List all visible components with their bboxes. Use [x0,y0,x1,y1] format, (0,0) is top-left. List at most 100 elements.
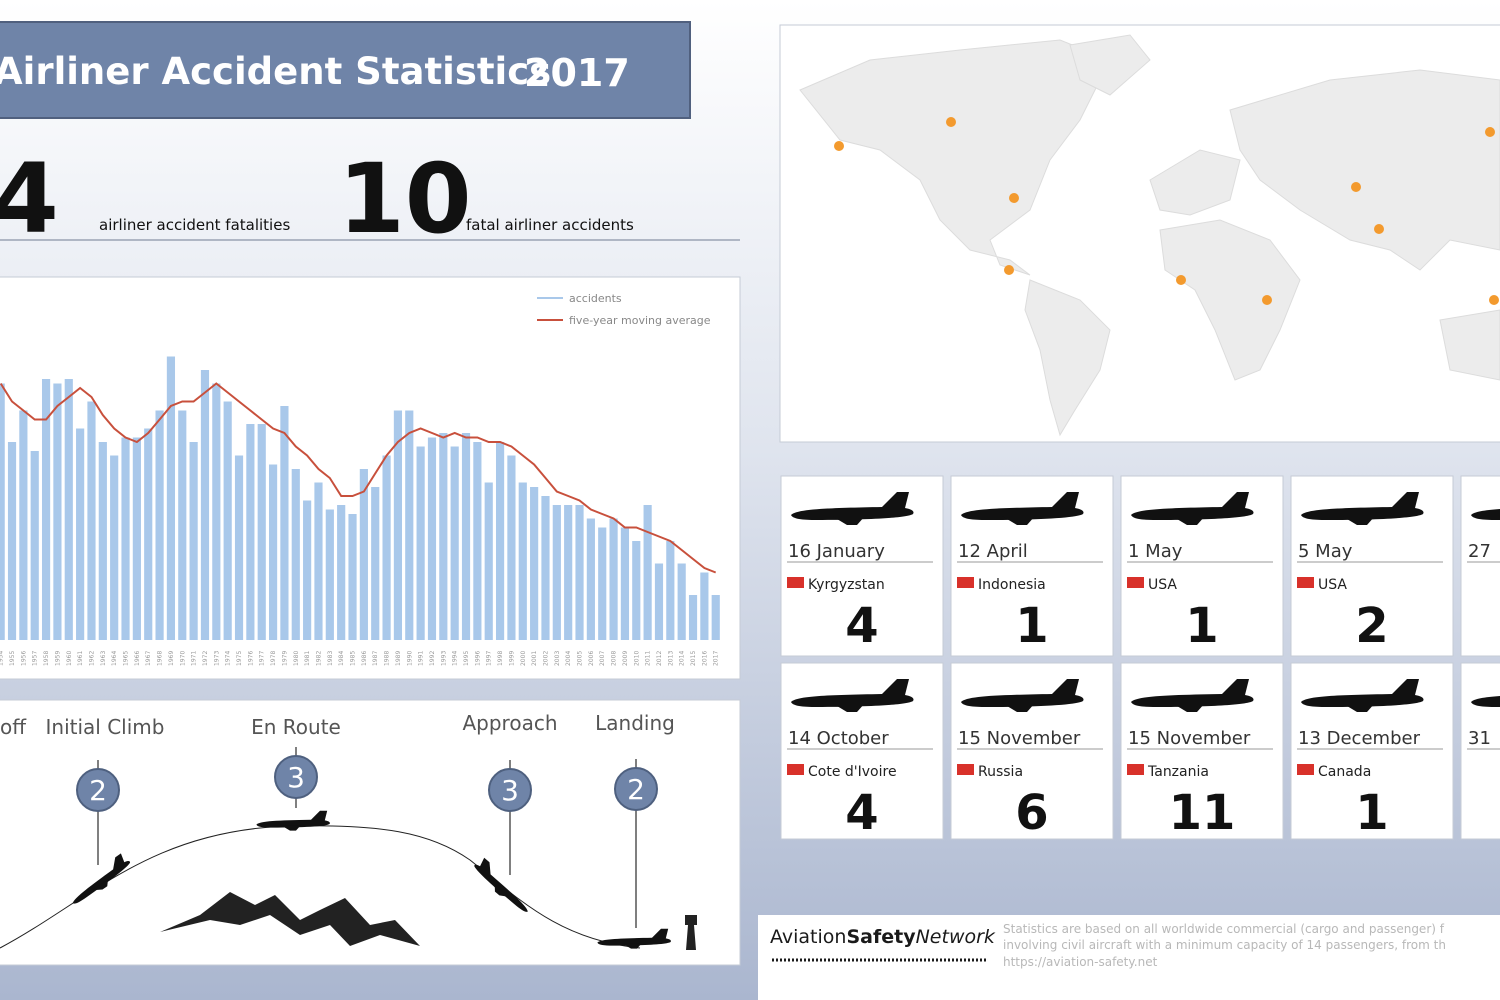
phase-count: 2 [627,773,645,806]
x-tick-label: 1987 [372,651,379,666]
map-marker [834,141,844,151]
accident-card [780,475,944,657]
accident-date: 27 [1468,541,1491,562]
phases: off Initial Climb 2 En Route 3 Approach 3 Landi… [0,711,675,928]
bar [507,455,516,640]
accident-card [1290,662,1454,840]
map-marker [1262,295,1272,305]
accident-card [1120,662,1284,840]
map-marker [1374,224,1384,234]
accident-date: 5 May [1298,541,1353,562]
accident-fatalities: 1 [1185,598,1218,654]
accident-card [950,662,1114,840]
bar [166,356,176,640]
chart: 1954 1955 1956 1957 1958 1959 1960 1961 1962 1963… [0,292,720,666]
logo-part: Network [916,926,996,948]
x-tick-label: 1999 [508,651,515,666]
accident-date: 15 November [958,728,1081,749]
x-tick-label: 1981 [304,651,311,666]
legend-label: five-year moving average [569,314,711,327]
x-tick-label: 1991 [418,651,425,666]
bar [461,433,471,640]
moving-average-line [0,382,717,574]
bar [371,487,380,640]
phase-panel [0,699,741,966]
accident-country: USA [1148,577,1177,593]
map-marker [1176,275,1186,285]
map-marker [1004,265,1014,275]
map-marker [1009,193,1019,203]
bar [0,383,5,640]
bar [518,482,527,640]
accident-fatalities: 11 [1169,785,1236,841]
x-tick-label: 1982 [315,651,322,666]
bar [575,505,584,640]
bar [7,442,17,640]
bar [609,518,618,640]
bar [257,424,266,640]
bar [212,383,221,640]
x-tick-label: 2014 [679,651,686,666]
bar [666,541,675,640]
x-tick-label: 1959 [54,651,61,666]
bar [484,482,493,640]
x-tick-label: 2010 [633,651,640,666]
stat-label: fatal airliner accidents [466,216,634,234]
flag [1127,764,1144,775]
x-tick-label: 1966 [134,651,141,666]
accident-fatalities: 2 [1355,598,1388,654]
accident-card [1460,662,1500,840]
logo-part: Safety [846,926,916,948]
x-tick-label: 1965 [123,651,130,666]
bar [382,455,391,640]
x-tick-label: 1964 [111,651,118,666]
bar [200,370,210,640]
accident-card [1460,475,1500,657]
bar [64,379,73,640]
accident-country: Kyrgyzstan [808,577,885,593]
map-markers [834,117,1499,305]
accident-date: 15 November [1128,728,1251,749]
bar [473,442,482,640]
bar [620,527,630,640]
bar [30,451,39,640]
accident-country: Canada [1318,764,1371,780]
accident-card [780,662,944,840]
x-tick-label: 2012 [656,651,663,666]
bar [416,446,425,640]
phase-count: 3 [501,774,519,807]
bar [711,595,720,640]
x-tick-label: 2005 [577,651,584,666]
bar [632,541,641,640]
bar [19,410,28,640]
bar [654,563,664,640]
accident-fatalities: 1 [1355,785,1388,841]
bar [98,442,107,640]
bar [110,455,119,640]
x-tick-label: 1997 [486,651,493,666]
flag [957,764,974,775]
bar [132,437,141,640]
x-tick-label: 2016 [701,651,708,666]
x-tick-label: 2002 [542,651,549,666]
x-tick-label: 2009 [622,651,629,666]
x-tick-label: 2001 [531,651,538,666]
x-tick-label: 2007 [599,651,606,666]
x-tick-label: 1977 [259,651,266,666]
x-tick-label: 1970 [179,651,186,666]
x-tick-label: 1958 [43,651,50,666]
flag [787,764,804,775]
x-tick-label: 1988 [384,651,391,666]
header-banner [0,21,691,119]
bar [178,410,187,640]
title: Airliner Accident Statistics [0,50,551,93]
map-marker [1485,127,1495,137]
phase-badge [76,768,120,812]
footer-panel [758,915,1500,1000]
bar [348,514,357,640]
x-tick-label: 1979 [281,651,288,666]
x-tick-label: 1973 [213,651,220,666]
flag [957,577,974,588]
